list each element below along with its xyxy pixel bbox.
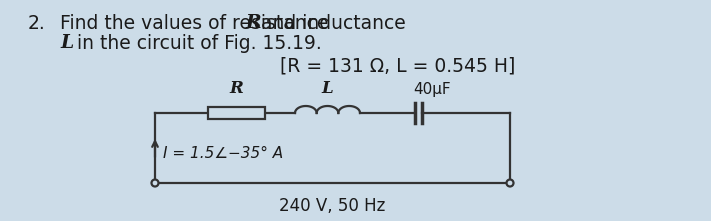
Circle shape [506, 179, 513, 187]
Text: R: R [245, 14, 261, 32]
Text: and inductance: and inductance [255, 14, 406, 33]
Text: 240 V, 50 Hz: 240 V, 50 Hz [279, 197, 385, 215]
Text: R: R [230, 80, 243, 97]
Text: [R = 131 Ω, L = 0.545 H]: [R = 131 Ω, L = 0.545 H] [280, 56, 515, 75]
Circle shape [151, 179, 159, 187]
Text: I = 1.5∠−35° A: I = 1.5∠−35° A [163, 145, 283, 160]
Bar [208, 107, 265, 119]
Text: in the circuit of Fig. 15.19.: in the circuit of Fig. 15.19. [71, 34, 322, 53]
Text: L: L [321, 80, 333, 97]
Text: L: L [60, 34, 73, 52]
Text: 40μF: 40μF [413, 82, 451, 97]
Text: Find the values of resistance: Find the values of resistance [60, 14, 334, 33]
Text: 2.: 2. [28, 14, 46, 33]
